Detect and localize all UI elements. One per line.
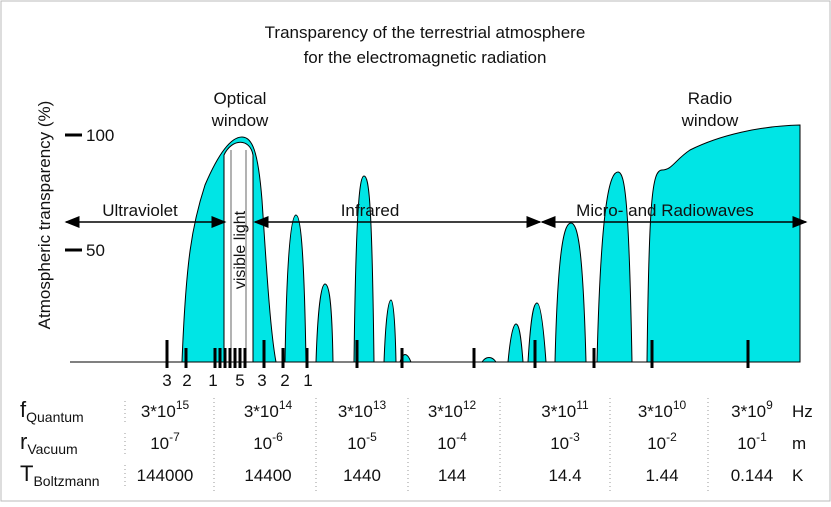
cell-exponent: 12 — [463, 398, 477, 412]
cell-base: 3*10 — [428, 402, 463, 421]
cell: 3*109 — [731, 398, 773, 421]
cell-exponent: 11 — [576, 398, 589, 412]
band-mark-label: 2 — [280, 371, 289, 390]
title-line: Transparency of the terrestrial atmosphe… — [265, 23, 586, 42]
band-label: Infrared — [341, 201, 400, 220]
cell-exponent: 9 — [766, 398, 773, 412]
cell-base: 3*10 — [731, 402, 766, 421]
window-label: window — [681, 111, 739, 130]
cell-exponent: 15 — [176, 398, 190, 412]
cell: 10-3 — [550, 430, 580, 453]
cell-exponent: -3 — [569, 430, 580, 444]
cell: 10-2 — [647, 430, 677, 453]
cell: 14.4 — [548, 466, 581, 485]
window-label: window — [211, 111, 269, 130]
y-tick-label: 50 — [86, 241, 105, 260]
cell-base: 10 — [550, 434, 569, 453]
cell-exponent: 10 — [673, 398, 687, 412]
cell-exponent: -5 — [366, 430, 377, 444]
cell-base: 10 — [150, 434, 169, 453]
cell-base: 3*10 — [638, 402, 673, 421]
cell-base: 10 — [737, 434, 756, 453]
cell: 10-1 — [737, 430, 767, 453]
cell: 10-7 — [150, 430, 180, 453]
cell-exponent: -1 — [756, 430, 767, 444]
band-label: Micro- and Radiowaves — [576, 201, 754, 220]
row-symbol: T — [20, 461, 33, 486]
band-label: visible light — [232, 210, 249, 289]
band-mark-label: 5 — [235, 371, 244, 390]
row-symbol: r — [20, 429, 27, 454]
cell-base: 10 — [437, 434, 456, 453]
cell: 1440 — [343, 466, 381, 485]
cell: 3*1013 — [338, 398, 387, 421]
unit: Hz — [792, 402, 813, 421]
cell: 3*1012 — [428, 398, 477, 421]
cell: 10-5 — [347, 430, 377, 453]
row-subscript: Quantum — [26, 409, 84, 425]
window-label: Radio — [688, 89, 732, 108]
row-label: rVacuum — [20, 429, 78, 457]
band-mark-label: 1 — [208, 371, 217, 390]
cell: 14400 — [244, 466, 291, 485]
title-line: for the electromagnetic radiation — [304, 48, 547, 67]
cell-exponent: 13 — [373, 398, 387, 412]
cell-exponent: -7 — [169, 430, 180, 444]
band-ticks — [165, 340, 750, 368]
band-mark-label: 2 — [182, 371, 191, 390]
cell: 0.144 — [731, 466, 774, 485]
cell-exponent: -4 — [456, 430, 467, 444]
cell-base: 3*10 — [141, 402, 176, 421]
unit: m — [792, 434, 806, 453]
y-axis-label: Atmospheric transparency (%) — [35, 101, 54, 330]
band-mark-label: 1 — [303, 371, 312, 390]
cell: 3*1010 — [638, 398, 687, 421]
row-symbol: f — [20, 397, 27, 422]
cell: 3*1014 — [244, 398, 293, 421]
cell: 10-4 — [437, 430, 467, 453]
cell-base: 3*10 — [244, 402, 279, 421]
cell-base: 3*10 — [541, 402, 576, 421]
cell-exponent: -6 — [272, 430, 283, 444]
row-subscript: Vacuum — [27, 441, 77, 457]
y-tick-label: 100 — [86, 126, 114, 145]
cell: 1.44 — [645, 466, 678, 485]
window-label: Optical — [214, 89, 267, 108]
cell: 144 — [438, 466, 466, 485]
unit: K — [792, 466, 804, 485]
cell-base: 10 — [253, 434, 272, 453]
band-label: Ultraviolet — [102, 201, 178, 220]
cell-exponent: -2 — [666, 430, 677, 444]
row-subscript: Boltzmann — [33, 473, 99, 489]
band-mark-label: 3 — [257, 371, 266, 390]
cell: 3*1011 — [541, 398, 589, 421]
cell: 144000 — [137, 466, 194, 485]
row-label: fQuantum — [20, 397, 84, 425]
cell-base: 3*10 — [338, 402, 373, 421]
cell-base: 10 — [347, 434, 366, 453]
cell-base: 10 — [647, 434, 666, 453]
cell-exponent: 14 — [279, 398, 293, 412]
cell: 10-6 — [253, 430, 283, 453]
cell: 3*1015 — [141, 398, 190, 421]
band-mark-label: 3 — [162, 371, 171, 390]
row-label: TBoltzmann — [20, 461, 100, 489]
